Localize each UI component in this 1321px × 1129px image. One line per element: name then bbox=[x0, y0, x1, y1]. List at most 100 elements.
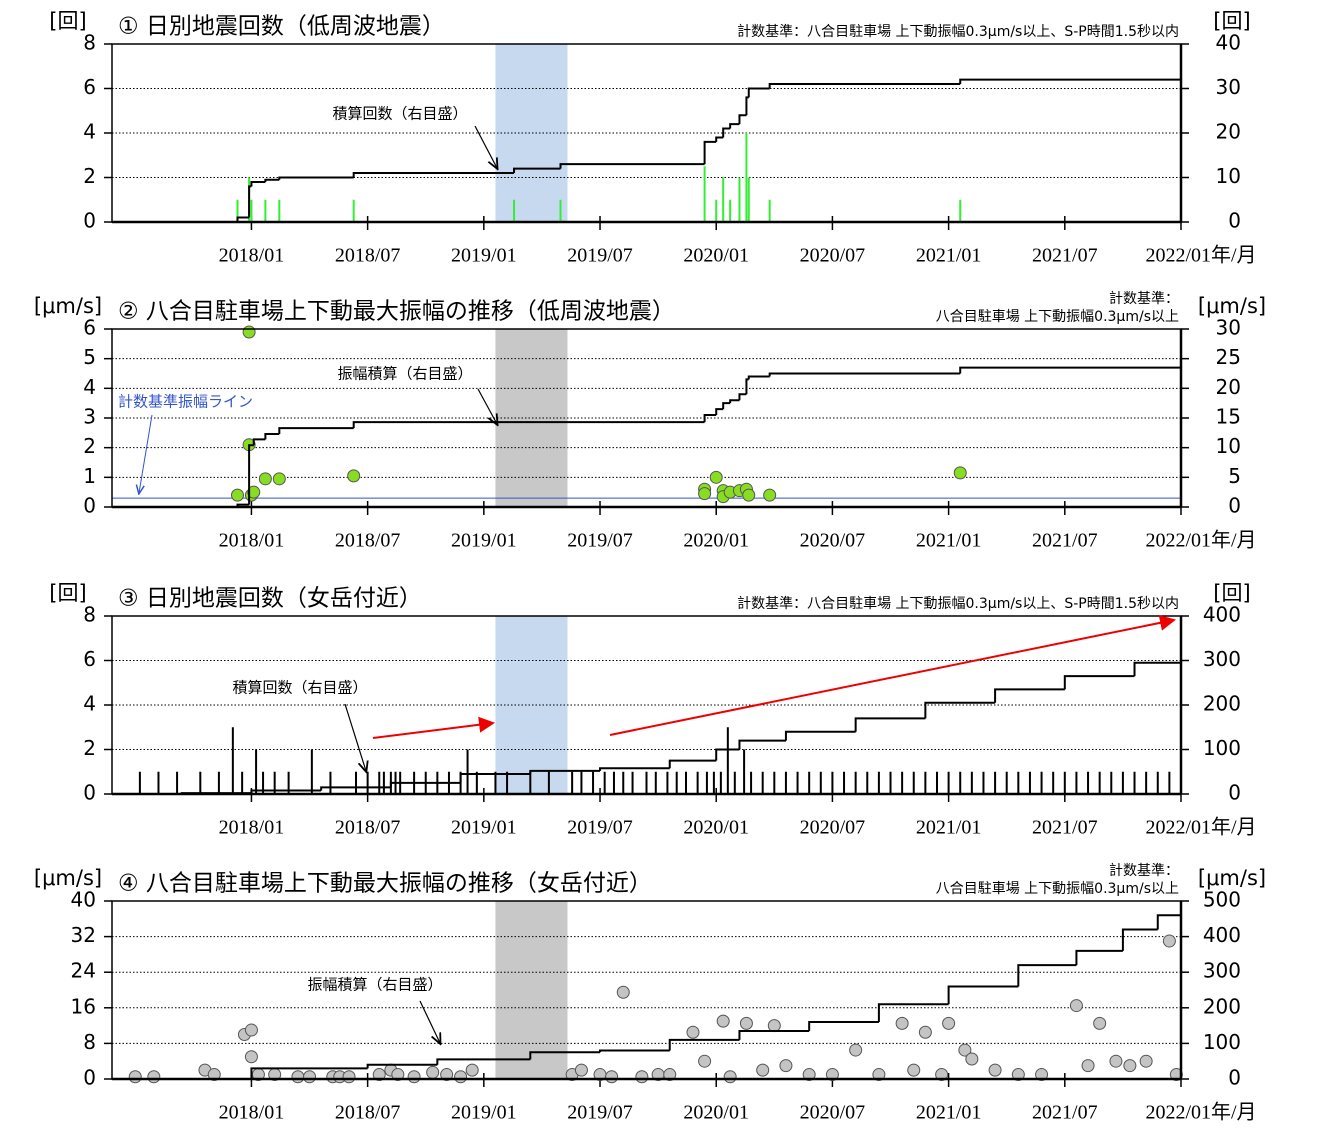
bar bbox=[645, 771, 648, 794]
bar bbox=[726, 727, 729, 794]
y-tick-label: 4 bbox=[83, 692, 96, 716]
point bbox=[1123, 1059, 1137, 1073]
bar bbox=[1005, 771, 1008, 794]
cumulative-step bbox=[959, 366, 1181, 374]
bar bbox=[631, 771, 634, 794]
bar bbox=[231, 727, 234, 794]
bar bbox=[982, 771, 985, 794]
shaded-period bbox=[495, 616, 568, 794]
y-axis-unit: [μm/s] bbox=[34, 294, 102, 318]
y2-tick-label: 400 bbox=[1203, 603, 1241, 627]
point bbox=[918, 1025, 932, 1039]
cumulative-step bbox=[877, 1003, 949, 1023]
bar bbox=[157, 771, 160, 794]
cumulative-step bbox=[722, 127, 731, 138]
bar bbox=[738, 177, 741, 222]
point bbox=[616, 985, 630, 999]
bar bbox=[808, 771, 811, 794]
bar bbox=[529, 771, 532, 794]
y-tick-label: 0 bbox=[83, 209, 96, 233]
bar bbox=[715, 199, 718, 222]
cumulative-step bbox=[366, 1063, 438, 1069]
bar bbox=[705, 771, 708, 794]
cumulative-step bbox=[513, 167, 561, 174]
bar bbox=[819, 771, 822, 794]
y2-tick-label: 20 bbox=[1216, 120, 1241, 144]
y-axis-unit: [回] bbox=[49, 581, 86, 605]
point bbox=[1035, 1068, 1049, 1082]
bar bbox=[784, 771, 787, 794]
point bbox=[895, 1016, 909, 1030]
x-tick-label: 2022/01 bbox=[1145, 530, 1211, 552]
trend-arrow bbox=[372, 716, 495, 739]
bar bbox=[255, 749, 258, 794]
cumulative-step bbox=[729, 399, 740, 404]
cumulative-step bbox=[1156, 914, 1181, 930]
y2-tick-label: 500 bbox=[1203, 888, 1241, 912]
x-tick-label: 2020/07 bbox=[800, 817, 866, 839]
bar bbox=[901, 771, 904, 794]
bar bbox=[703, 166, 706, 222]
bar bbox=[571, 771, 574, 794]
point bbox=[698, 487, 712, 501]
criteria-note: 計数基準：八合目駐車場 上下動振幅0.3μm/s以上、S-P時間1.5秒以内 bbox=[737, 23, 1179, 40]
annotation-arrow bbox=[344, 703, 366, 771]
x-tick-label: 2018/01 bbox=[219, 245, 285, 267]
point bbox=[686, 1025, 700, 1039]
point bbox=[802, 1068, 816, 1082]
x-tick-label: 2020/07 bbox=[800, 245, 866, 267]
bar bbox=[1121, 771, 1124, 794]
bar bbox=[513, 199, 516, 222]
y-tick-label: 32 bbox=[71, 923, 96, 947]
bar bbox=[264, 199, 267, 222]
cumulative-step bbox=[959, 78, 1181, 85]
x-tick-label: 2019/07 bbox=[567, 245, 633, 267]
y2-tick-label: 10 bbox=[1216, 434, 1241, 458]
point bbox=[605, 1070, 619, 1084]
bar bbox=[877, 771, 880, 794]
x-tick-label: 2021/07 bbox=[1032, 817, 1098, 839]
bar bbox=[1028, 771, 1031, 794]
point bbox=[147, 1070, 161, 1084]
y2-tick-label: 20 bbox=[1216, 375, 1241, 399]
y2-tick-label: 300 bbox=[1203, 647, 1241, 671]
bar bbox=[675, 771, 678, 794]
y2-tick-label: 10 bbox=[1216, 164, 1241, 188]
chart-title: ③ 日別地震回数（女岳付近） bbox=[118, 586, 422, 612]
y-tick-label: 16 bbox=[71, 994, 96, 1018]
cumulative-step bbox=[250, 789, 322, 794]
cumulative-step bbox=[278, 176, 354, 180]
y-tick-label: 5 bbox=[83, 345, 96, 369]
bar bbox=[1168, 771, 1171, 794]
x-tick-label: 2020/01 bbox=[683, 817, 749, 839]
bar bbox=[935, 771, 938, 794]
bar bbox=[970, 771, 973, 794]
point bbox=[247, 485, 261, 499]
x-tick-label: 2021/01 bbox=[916, 530, 982, 552]
cumulative-step bbox=[252, 438, 266, 446]
point bbox=[1081, 1059, 1095, 1073]
point bbox=[391, 1068, 405, 1082]
point bbox=[207, 1068, 221, 1082]
point bbox=[1162, 934, 1176, 948]
y-tick-label: 6 bbox=[83, 647, 96, 671]
annotation: 積算回数（右目盛） bbox=[232, 679, 367, 697]
cumulative-step bbox=[703, 140, 717, 165]
bar bbox=[866, 771, 869, 794]
bar bbox=[580, 771, 583, 794]
cumulative-step bbox=[1017, 964, 1077, 987]
x-tick-label: 2022/01 bbox=[1145, 817, 1211, 839]
y2-axis-unit: [μm/s] bbox=[1198, 866, 1266, 890]
cumulative-step bbox=[599, 767, 670, 771]
bar bbox=[217, 771, 220, 794]
x-tick-label: 2020/07 bbox=[800, 530, 866, 552]
y-tick-label: 4 bbox=[83, 375, 96, 399]
y-tick-label: 1 bbox=[83, 464, 96, 488]
bar bbox=[1156, 771, 1159, 794]
x-tick-label: 2020/01 bbox=[683, 530, 749, 552]
point bbox=[988, 1063, 1002, 1077]
bar bbox=[889, 771, 892, 794]
cumulative-step bbox=[459, 772, 531, 783]
bar bbox=[685, 771, 688, 794]
x-tick-label: 2018/01 bbox=[219, 530, 285, 552]
